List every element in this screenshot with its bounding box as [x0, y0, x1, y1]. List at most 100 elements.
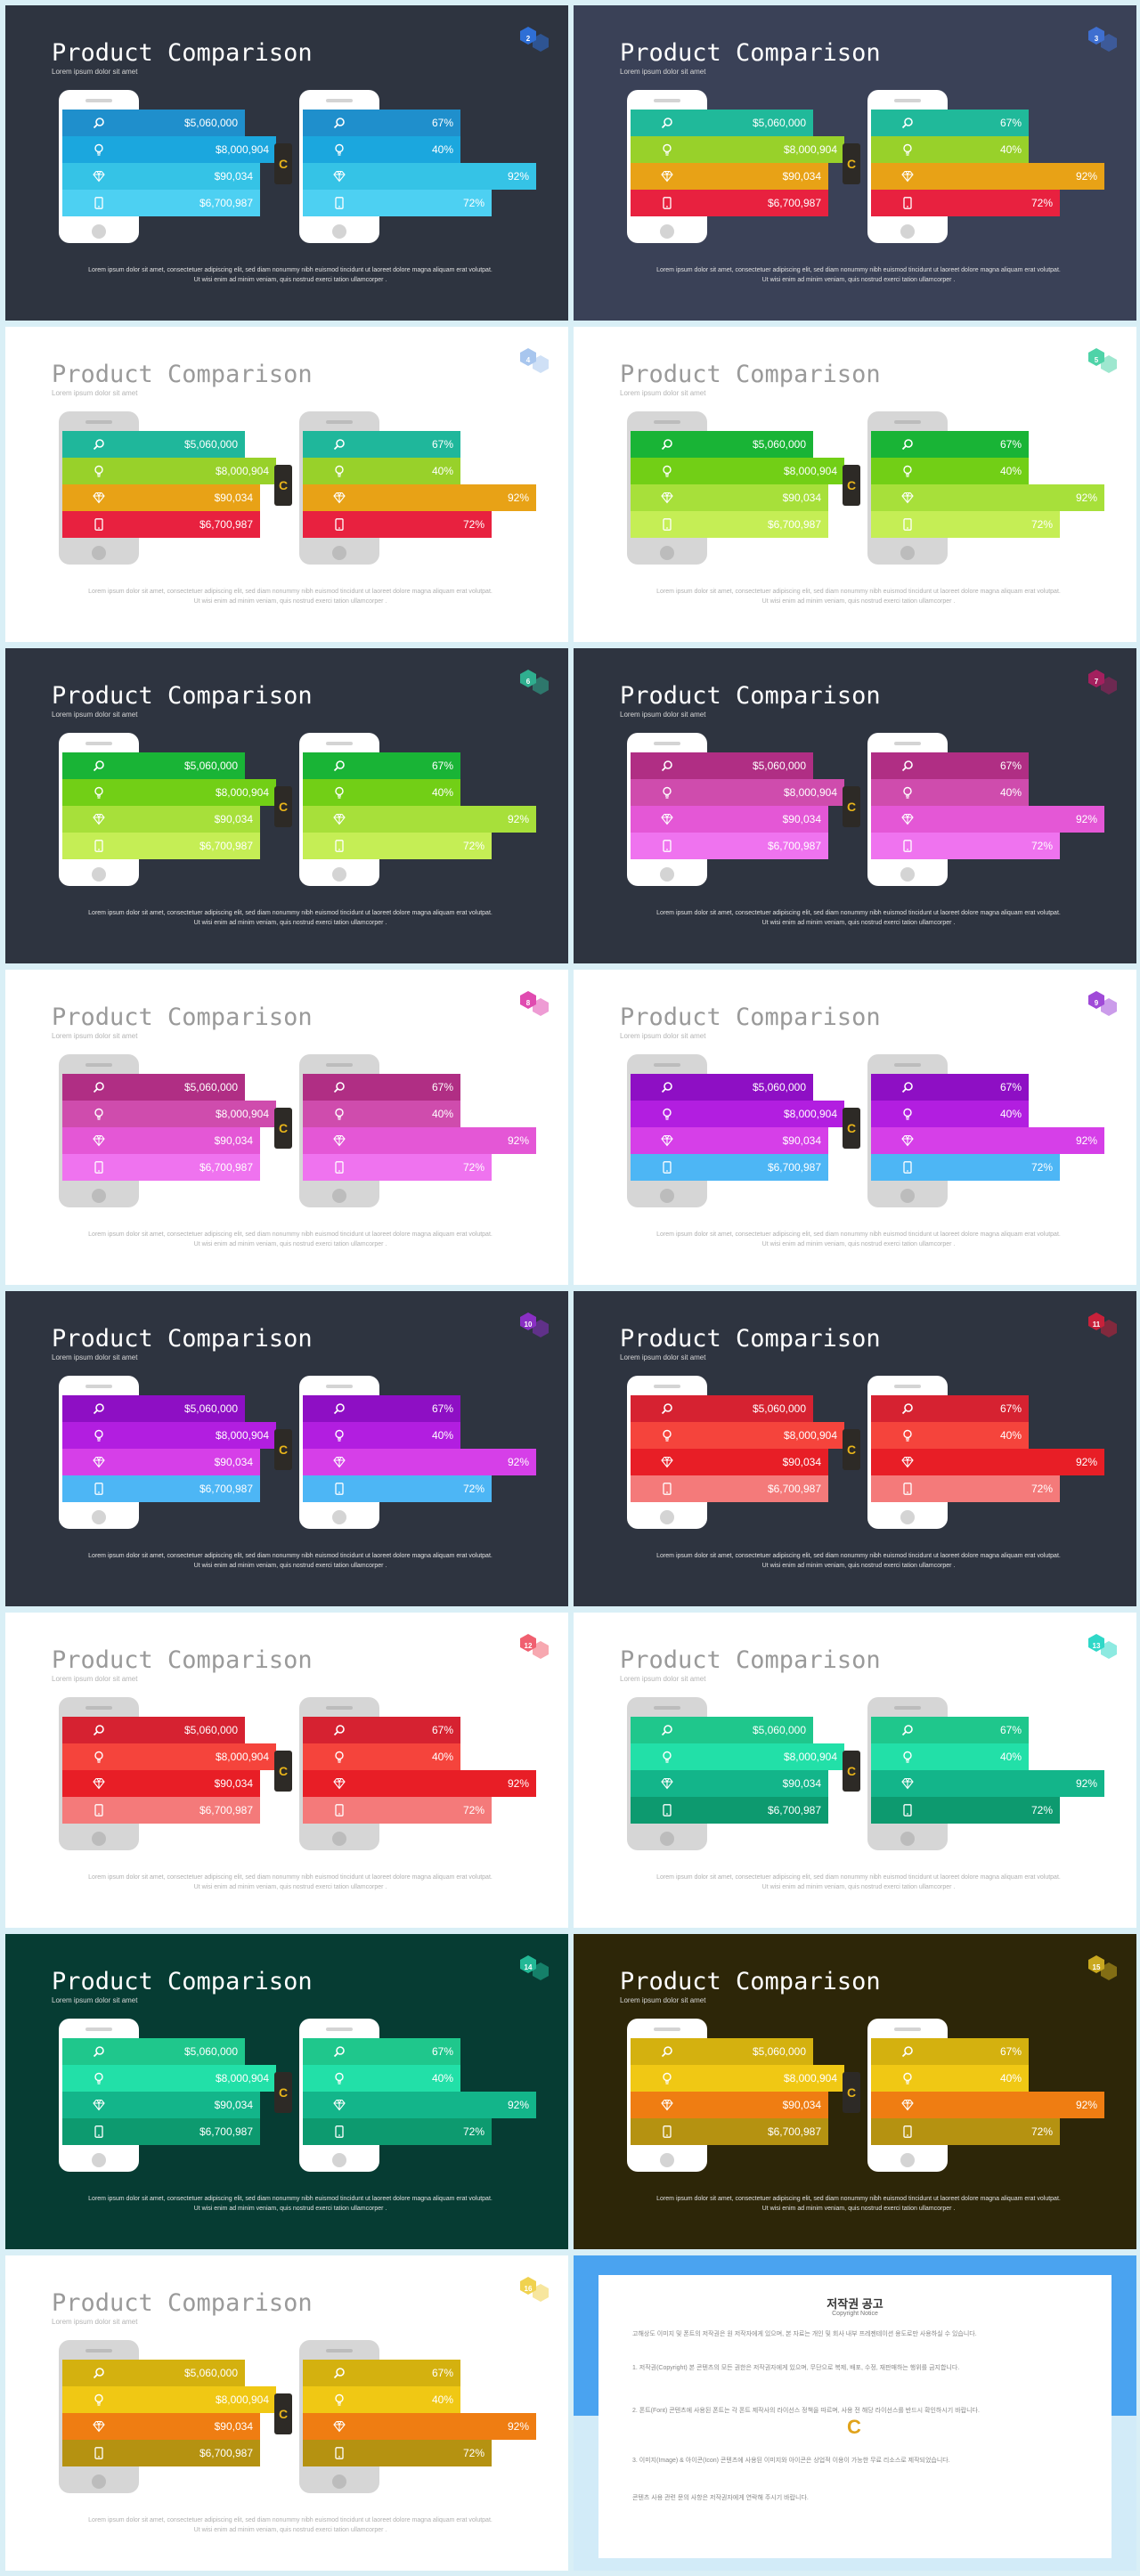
slide-description: Lorem ipsum dolor sit amet, consectetuer…: [656, 267, 1061, 283]
slide-11[interactable]: Product Comparison Lorem ipsum dolor sit …: [574, 1291, 1136, 1606]
phone-home-button: [660, 867, 674, 882]
slide-subtitle: Lorem ipsum dolor sit amet: [52, 68, 138, 76]
phone-home-button: [92, 1832, 106, 1846]
diamond-icon: [92, 2099, 106, 2111]
slide-subtitle: Lorem ipsum dolor sit amet: [620, 389, 706, 397]
slide-8[interactable]: Product Comparison Lorem ipsum dolor sit …: [5, 970, 568, 1285]
slide-title: Product Comparison: [52, 682, 313, 710]
row-icon-cell: [303, 2065, 376, 2092]
value-bar-amount: $5,060,000: [135, 1074, 245, 1101]
phone-home-button: [332, 546, 346, 560]
slide-description: Lorem ipsum dolor sit amet, consectetuer…: [88, 2196, 493, 2212]
diamond-icon: [900, 2099, 915, 2111]
value-bar-percent: 92%: [376, 1449, 536, 1475]
slide-description: Lorem ipsum dolor sit amet, consectetuer…: [656, 2196, 1061, 2212]
row-icon-cell: [303, 1074, 376, 1101]
lightbulb-icon: [901, 2072, 914, 2084]
smartphone-icon: [334, 197, 345, 209]
slide-subtitle: Lorem ipsum dolor sit amet: [620, 1675, 706, 1683]
value-bar-percent: 92%: [376, 2092, 536, 2118]
slide-10[interactable]: Product Comparison Lorem ipsum dolor sit …: [5, 1291, 568, 1606]
slide-13[interactable]: Product Comparison Lorem ipsum dolor sit …: [574, 1613, 1136, 1928]
row-icon-cell: [871, 458, 944, 484]
slide-subtitle: Lorem ipsum dolor sit amet: [620, 1996, 706, 2004]
row-icon-cell: [871, 190, 944, 216]
smartphone-icon: [662, 197, 672, 209]
search-icon: [661, 1724, 673, 1736]
search-icon: [333, 1081, 346, 1093]
search-icon: [333, 117, 346, 129]
value-bar-percent: 67%: [944, 110, 1029, 136]
row-icon-cell: [62, 1770, 135, 1797]
value-bar-amount: $90,034: [135, 484, 260, 511]
slide-4[interactable]: Product Comparison Lorem ipsum dolor sit …: [5, 327, 568, 642]
lightbulb-icon: [93, 1429, 105, 1442]
slide-description: Lorem ipsum dolor sit amet, consectetuer…: [88, 267, 493, 283]
brand-logo-badge: C: [843, 1751, 860, 1792]
diamond-icon: [900, 1456, 915, 1468]
lightbulb-icon: [93, 143, 105, 156]
row-icon-cell: [303, 1395, 376, 1422]
diamond-icon: [92, 170, 106, 183]
row-icon-cell: [62, 1475, 135, 1502]
row-icon-cell: [631, 2118, 704, 2145]
slide-7[interactable]: Product Comparison Lorem ipsum dolor sit …: [574, 648, 1136, 963]
slide-15[interactable]: Product Comparison Lorem ipsum dolor sit …: [574, 1934, 1136, 2249]
value-bar-percent: 40%: [944, 1101, 1029, 1127]
slide-subtitle: Lorem ipsum dolor sit amet: [620, 711, 706, 719]
phone-speaker: [654, 742, 680, 745]
slide-12[interactable]: Product Comparison Lorem ipsum dolor sit …: [5, 1613, 568, 1928]
row-icon-cell: [303, 163, 376, 190]
hexagon-number-icon: 7: [1085, 664, 1120, 703]
copyright-slide[interactable]: 저작권 공고 Copyright Notice 고해상도 이미지 및 폰트의 저작권…: [574, 2255, 1136, 2571]
slide-2[interactable]: Product Comparison Lorem ipsum dolor sit …: [5, 5, 568, 321]
row-icon-cell: [62, 1101, 135, 1127]
row-icon-cell: [871, 110, 944, 136]
value-bar-percent: 92%: [944, 163, 1104, 190]
row-icon-cell: [631, 163, 704, 190]
slide-title: Product Comparison: [620, 1968, 881, 1995]
value-bar-percent: 67%: [376, 2360, 460, 2386]
value-bar-amount: $8,000,904: [135, 1101, 276, 1127]
copyright-title: 저작권 공고: [826, 2297, 884, 2311]
brand-logo-letter: C: [278, 1764, 289, 1778]
row-icon-cell: [62, 833, 135, 859]
row-icon-cell: [62, 2038, 135, 2065]
row-icon-cell: [303, 110, 376, 136]
value-bar-percent: 92%: [376, 1127, 536, 1154]
slide-subtitle: Lorem ipsum dolor sit amet: [52, 389, 138, 397]
row-icon-cell: [303, 806, 376, 833]
slide-6[interactable]: Product Comparison Lorem ipsum dolor sit …: [5, 648, 568, 963]
slide-3[interactable]: Product Comparison Lorem ipsum dolor sit …: [574, 5, 1136, 321]
copyright-paragraph: 고해상도 이미지 및 폰트의 저작권은 원 저작자에게 있으며, 본 자료는 개…: [632, 2331, 977, 2337]
slide-title: Product Comparison: [620, 1004, 881, 1031]
row-icon-cell: [631, 2038, 704, 2065]
row-icon-cell: [871, 1797, 944, 1824]
row-icon-cell: [631, 2092, 704, 2118]
value-bar-amount: $8,000,904: [135, 1422, 276, 1449]
slide-14[interactable]: Product Comparison Lorem ipsum dolor sit …: [5, 1934, 568, 2249]
value-bar-percent: 72%: [944, 833, 1060, 859]
slide-5[interactable]: Product Comparison Lorem ipsum dolor sit …: [574, 327, 1136, 642]
search-icon: [333, 760, 346, 772]
row-icon-cell: [631, 110, 704, 136]
phone-speaker: [326, 2027, 353, 2031]
slide-title: Product Comparison: [52, 1325, 313, 1353]
lightbulb-icon: [93, 465, 105, 477]
search-icon: [901, 2045, 914, 2058]
value-bar-amount: $90,034: [135, 2092, 260, 2118]
slide-16[interactable]: Product Comparison Lorem ipsum dolor sit …: [5, 2255, 568, 2571]
lightbulb-icon: [661, 1751, 673, 1763]
value-bar-percent: 67%: [376, 431, 460, 458]
smartphone-icon: [334, 518, 345, 531]
slide-9[interactable]: Product Comparison Lorem ipsum dolor sit …: [574, 970, 1136, 1285]
row-icon-cell: [631, 806, 704, 833]
row-icon-cell: [871, 1154, 944, 1181]
smartphone-icon: [334, 840, 345, 852]
row-icon-cell: [303, 431, 376, 458]
value-bar-percent: 40%: [944, 136, 1029, 163]
diamond-icon: [332, 1777, 346, 1790]
phone-home-button: [92, 546, 106, 560]
row-icon-cell: [631, 1074, 704, 1101]
lightbulb-icon: [661, 1108, 673, 1120]
